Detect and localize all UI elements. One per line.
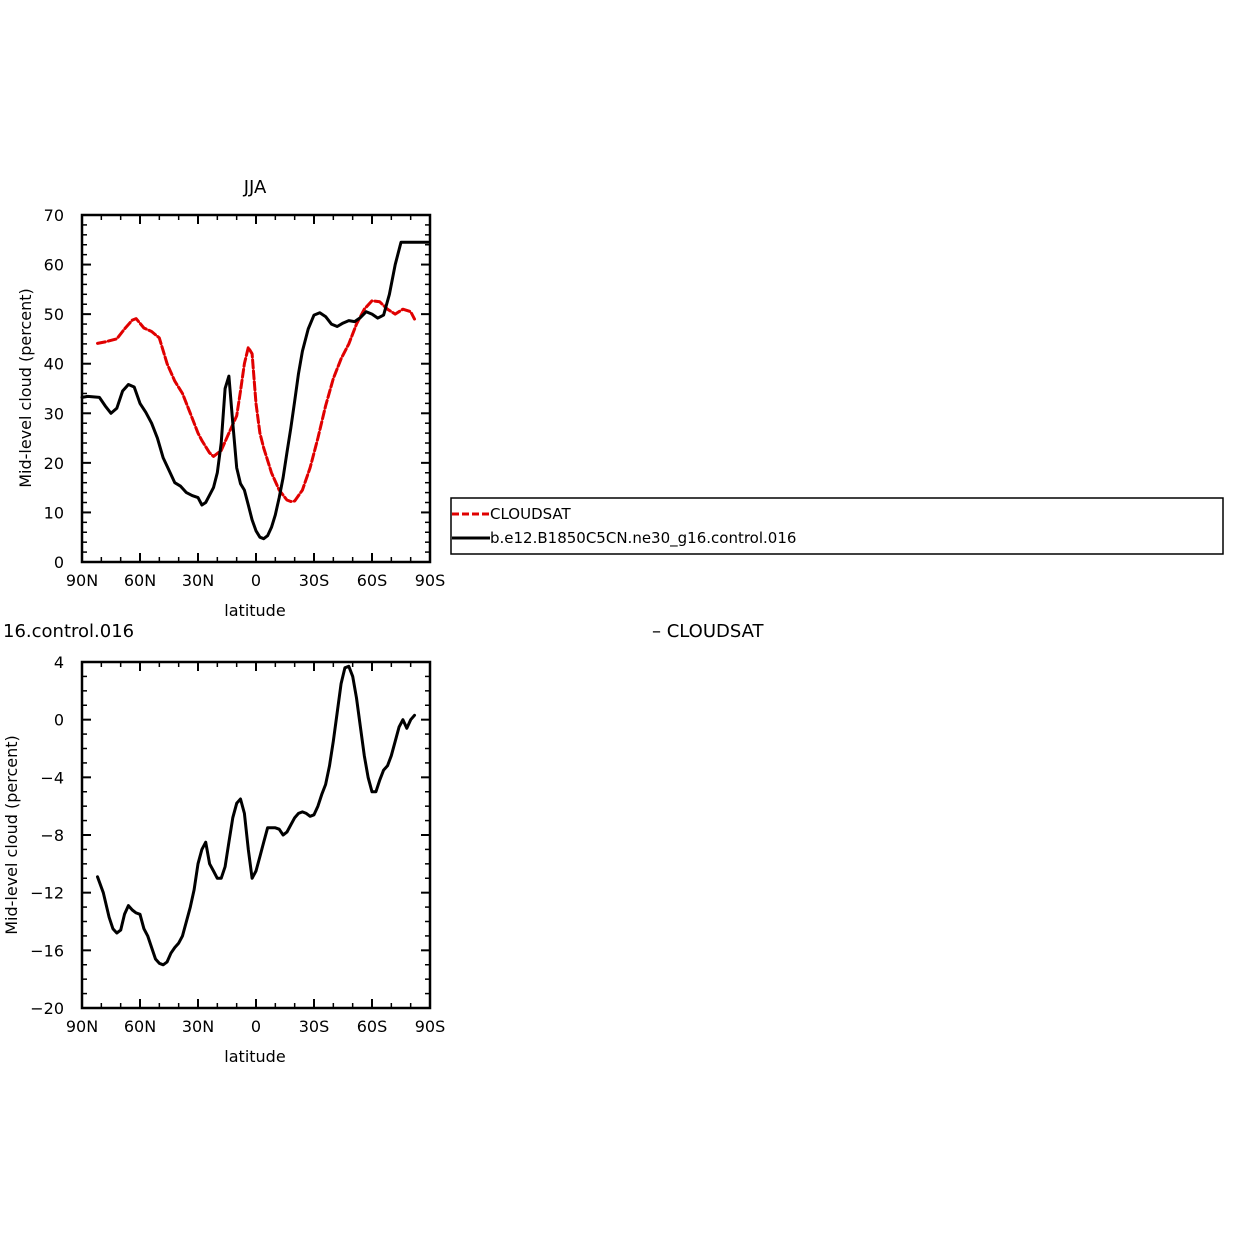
panel2-series-model-line [96,664,416,967]
panel-jja: JJA 90N 60N 30N 0 30S 60S 90S 0 10 20 30 40 50 60 70 l… [16,177,445,620]
panel2-x-tick-label: 0 [251,1017,261,1036]
panel-difference: 16.control.016 – CLOUDSAT 90N 60N 30N 0 30S 6… [2,621,765,1066]
panel1-y-tick-label: 60 [44,256,64,275]
panel1-x-tick-label: 30N [182,571,214,590]
panel2-y-axis-title: Mid-level cloud (percent) [2,735,21,935]
panel1-series-layer [80,240,430,541]
panel1-y-tick-label: 30 [44,404,64,423]
panel2-frame [80,660,432,1010]
legend-label-model: b.e12.B1850C5CN.ne30_g16.control.016 [490,529,796,548]
panel1-x-tick-label: 30S [299,571,330,590]
panel2-ticks: 90N 60N 30N 0 30S 60S 90S −20 −16 −12 −8 −4 0 4 [30,653,445,1036]
panel2-title-left: 16.control.016 [3,621,134,642]
panel1-y-tick-label: 10 [44,503,64,522]
panel1-series-model-line [80,240,430,541]
panel1-series-cloudsat-line [96,299,416,503]
legend-label-cloudsat: CLOUDSAT [490,505,572,523]
legend-box [450,497,1224,555]
panel2-series-layer [96,664,416,967]
panel1-y-axis-title: Mid-level cloud (percent) [16,288,35,488]
panel2-y-tick-label: 0 [54,711,64,730]
panel2-title-right: – CLOUDSAT [652,621,765,642]
panel1-frame [80,213,432,564]
panel1-y-tick-label: 0 [54,553,64,572]
panel2-y-tick-label: −8 [40,826,64,845]
panel2-x-tick-label: 90N [66,1017,98,1036]
panel2-x-axis-title: latitude [224,1047,285,1066]
panel2-y-tick-label: −4 [40,768,64,787]
panel2-x-tick-label: 30S [299,1017,330,1036]
legend: CLOUDSAT b.e12.B1850C5CN.ne30_g16.contro… [450,497,1224,555]
panel1-y-tick-label: 40 [44,355,64,374]
panel2-y-tick-label: −12 [30,884,64,903]
panel1-x-axis-title: latitude [224,601,285,620]
panel2-y-tick-label: 4 [54,653,64,672]
panel2-x-tick-label: 90S [415,1017,446,1036]
panel1-x-tick-label: 90N [66,571,98,590]
panel1-ticks: 90N 60N 30N 0 30S 60S 90S 0 10 20 30 40 50 60 70 [44,206,446,590]
panel1-y-tick-label: 70 [44,206,64,225]
panel2-y-tick-label: −20 [30,999,64,1018]
panel1-x-tick-label: 0 [251,571,261,590]
panel2-y-tick-label: −16 [30,941,64,960]
panel1-x-tick-label: 90S [415,571,446,590]
panel1-x-tick-label: 60N [124,571,156,590]
panel2-x-tick-label: 60S [357,1017,388,1036]
panel1-y-tick-label: 20 [44,454,64,473]
panel2-x-tick-label: 60N [124,1017,156,1036]
panel1-title: JJA [243,177,267,198]
panel1-x-tick-label: 60S [357,571,388,590]
panel2-x-tick-label: 30N [182,1017,214,1036]
panel1-y-tick-label: 50 [44,305,64,324]
